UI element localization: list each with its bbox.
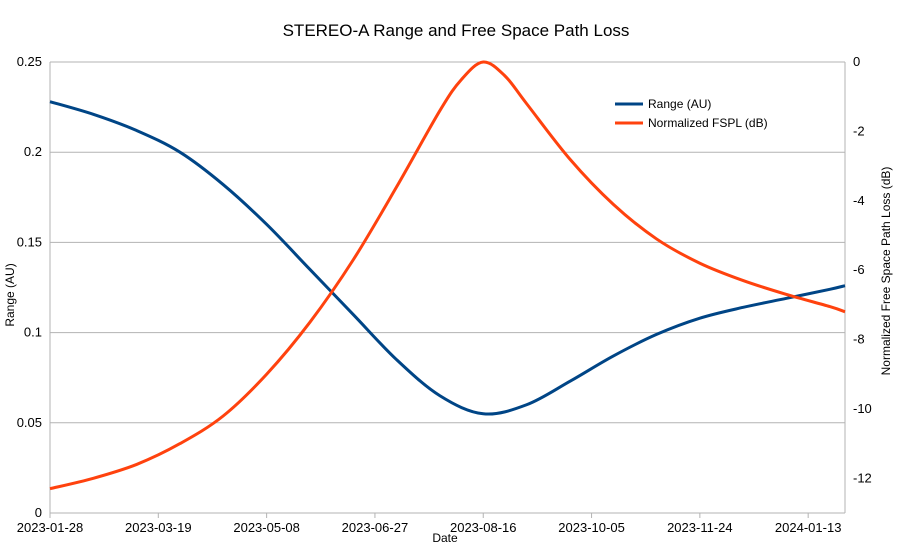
y-axis-ticks: 0 0.05 0.1 0.15 0.2 0.25	[17, 54, 42, 520]
x-tick-label: 2023-03-19	[125, 520, 192, 535]
y2-tick-label: -4	[853, 193, 865, 208]
y2-axis-ticks: 0 -2 -4 -6 -8 -10 -12	[853, 54, 872, 485]
y2-tick-label: 0	[853, 54, 860, 69]
chart-title: STEREO-A Range and Free Space Path Loss	[283, 21, 630, 40]
y2-tick-label: -10	[853, 401, 872, 416]
x-tick-label: 2023-05-08	[233, 520, 300, 535]
y2-tick-label: -6	[853, 262, 865, 277]
y2-axis-title: Normalized Free Space Path Loss (dB)	[879, 167, 893, 376]
y-tick-label: 0.1	[24, 325, 42, 340]
x-tick-label: 2023-10-05	[558, 520, 625, 535]
y-tick-label: 0.25	[17, 54, 42, 69]
series-line-fspl	[49, 60, 846, 491]
x-tick-label: 2023-01-28	[17, 520, 84, 535]
y-tick-label: 0.05	[17, 415, 42, 430]
y2-tick-label: -12	[853, 470, 872, 485]
x-axis-ticks: 2023-01-28 2023-03-19 2023-05-08 2023-06-27…	[17, 513, 842, 535]
y2-tick-label: -2	[853, 123, 865, 138]
legend-label-range: Range (AU)	[648, 97, 711, 111]
y-tick-label: 0.15	[17, 234, 42, 249]
x-tick-label: 2024-01-13	[775, 520, 842, 535]
legend-label-fspl: Normalized FSPL (dB)	[648, 116, 768, 130]
y-axis-title: Range (AU)	[3, 263, 17, 326]
series-layer	[49, 60, 846, 491]
y-tick-label: 0.2	[24, 144, 42, 159]
series-line-range	[49, 100, 846, 416]
x-axis-title: Date	[432, 531, 458, 545]
x-tick-label: 2023-06-27	[342, 520, 409, 535]
y-tick-label: 0	[35, 505, 42, 520]
y2-tick-label: -8	[853, 332, 865, 347]
plot-frame	[49, 62, 846, 514]
x-tick-label: 2023-08-16	[450, 520, 517, 535]
x-tick-label: 2023-11-24	[667, 520, 733, 535]
legend: Range (AU) Normalized FSPL (dB)	[615, 97, 768, 130]
